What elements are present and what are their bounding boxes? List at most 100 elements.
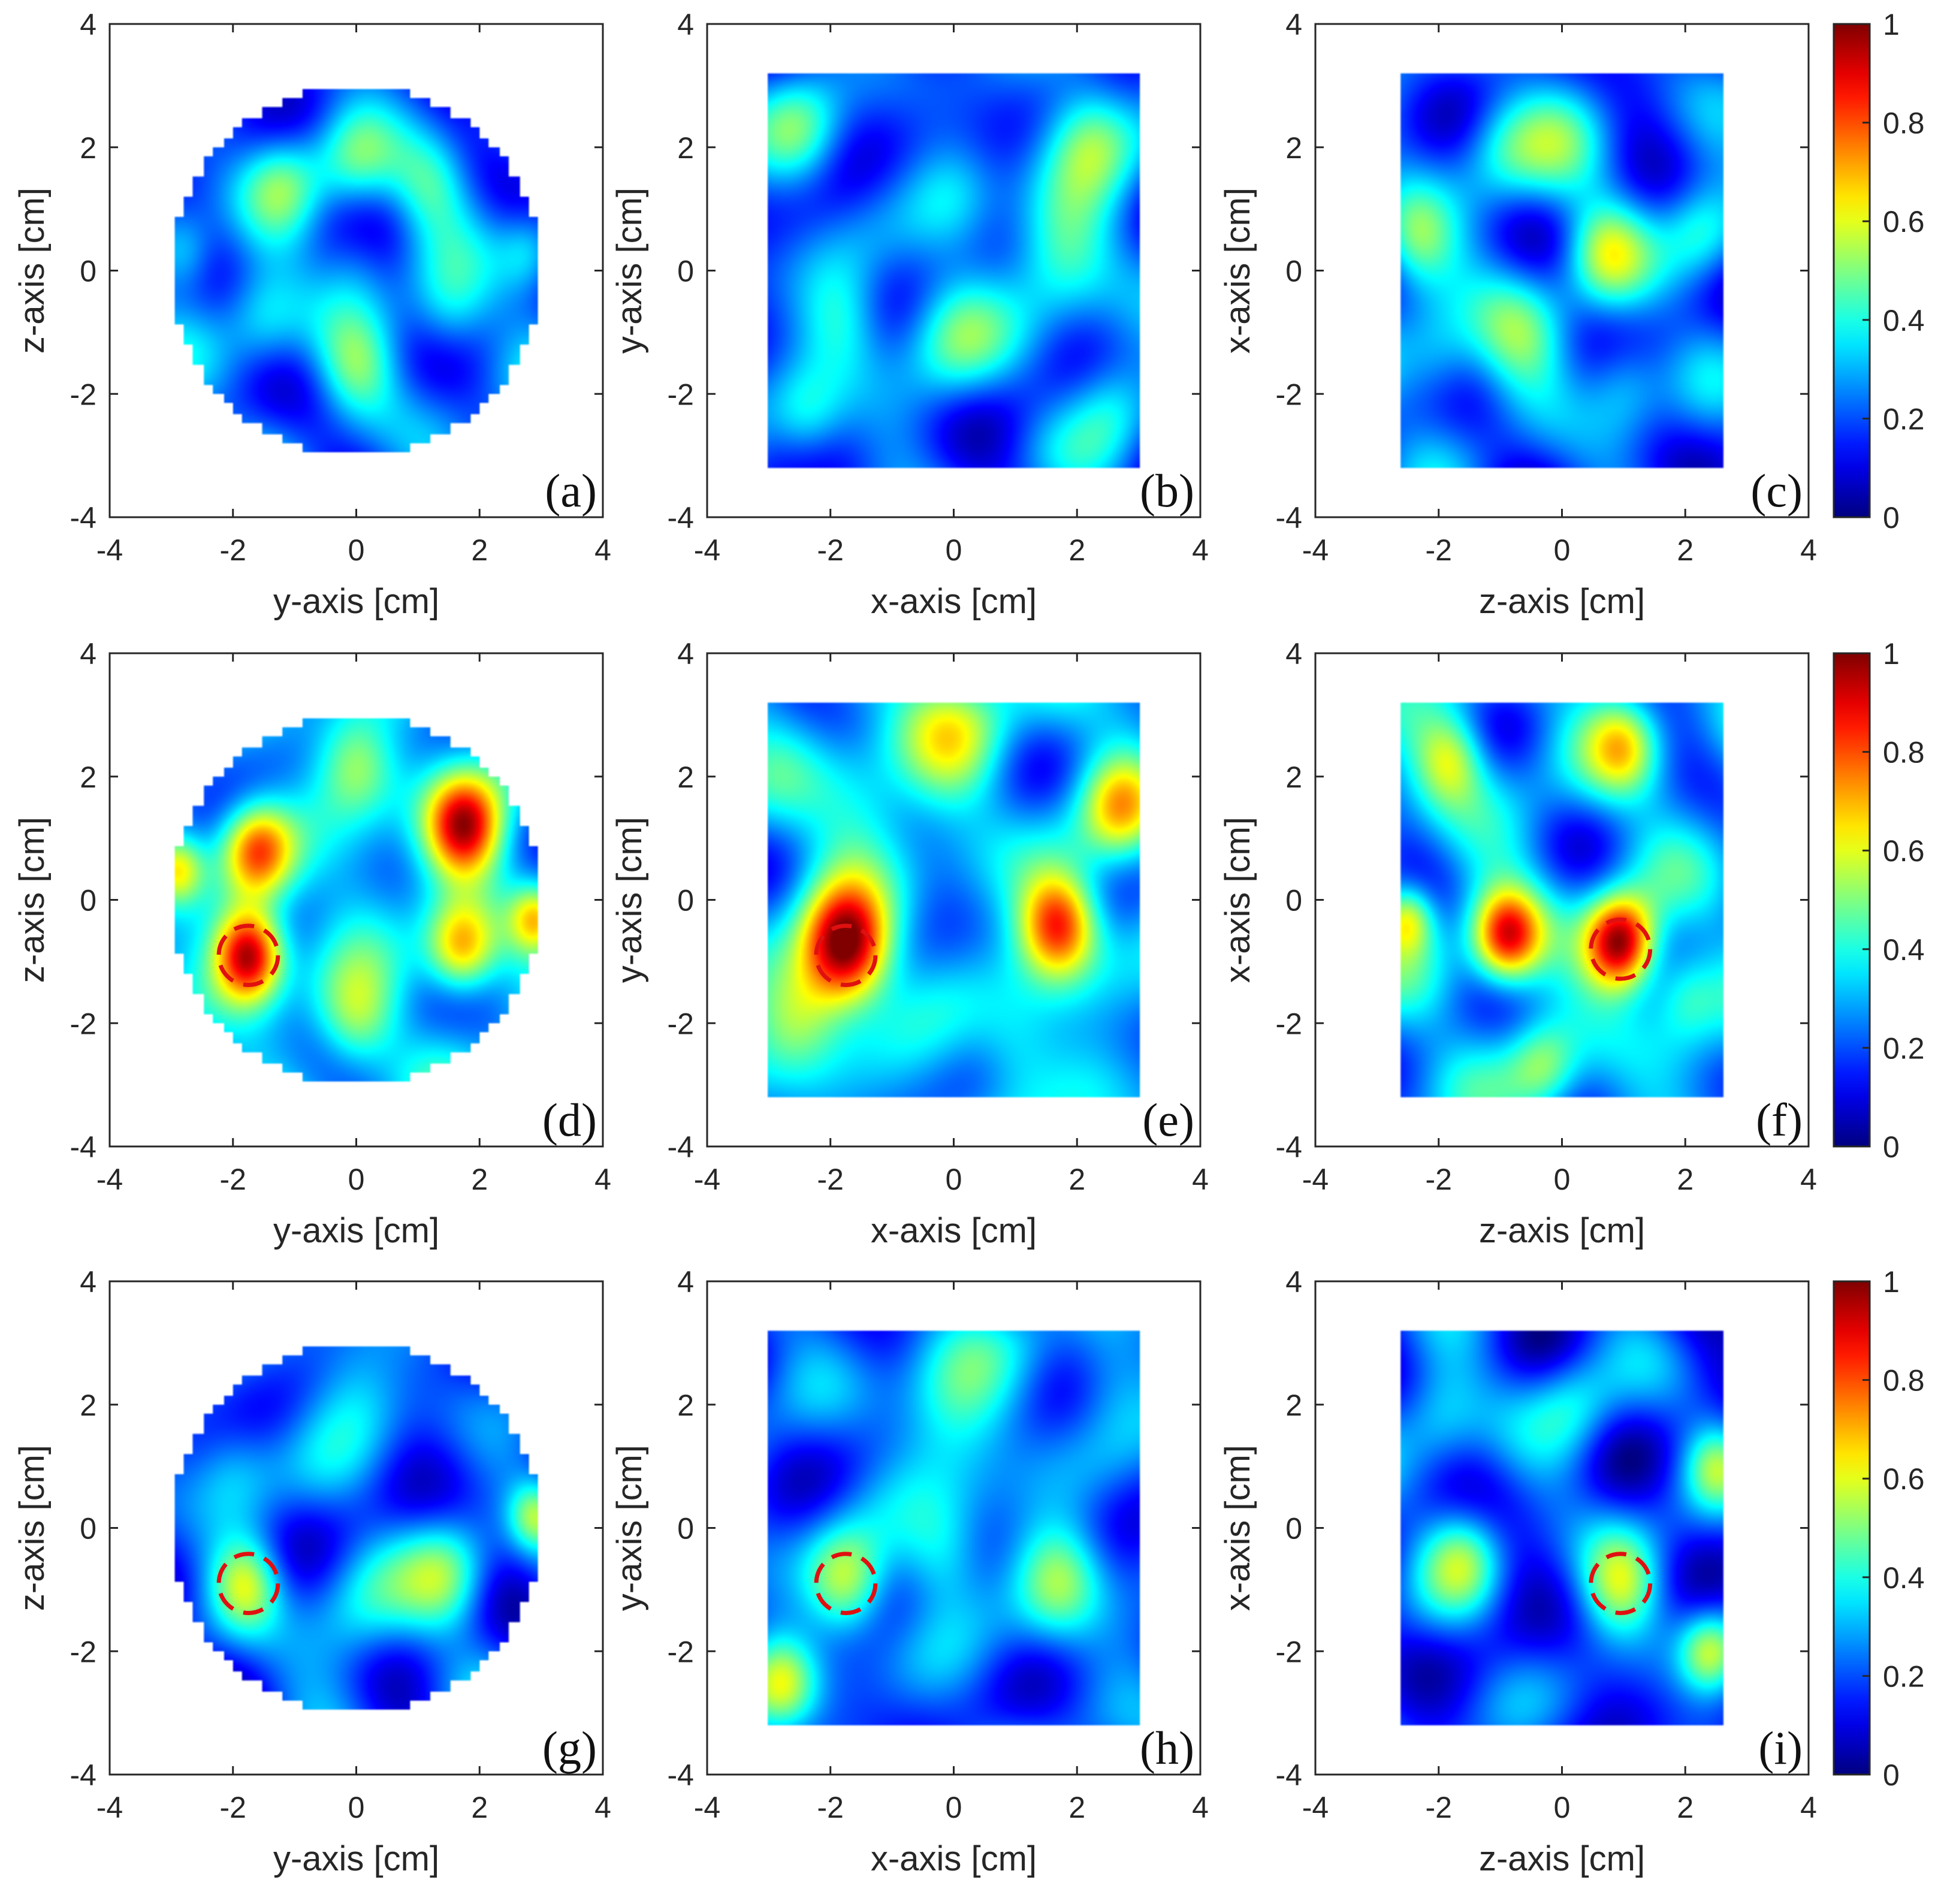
x-tick-label: -2 bbox=[817, 1163, 844, 1196]
x-tick-label: 2 bbox=[471, 1791, 488, 1824]
y-tick-label: 0 bbox=[80, 255, 96, 288]
y-tick-label: -4 bbox=[1276, 501, 1302, 535]
colorbar: 0 0.2 0.4 0.6 0.8 1 bbox=[1833, 637, 1925, 1164]
y-tick-label: 2 bbox=[677, 131, 694, 165]
x-tick-label: 0 bbox=[946, 1791, 962, 1824]
colorbar-tick-label: 0.2 bbox=[1883, 1031, 1925, 1065]
panel-a: -4-4 -2 -2 0 0 2 2 4 4 y-axis [cm] z-axis [cm] (a) bbox=[13, 8, 611, 621]
y-tick-label: -2 bbox=[668, 1007, 694, 1040]
panel-f: -4-4 -2 -2 0 0 2 2 4 4 z-axis [cm] x-axis [cm] (f) bbox=[1218, 637, 1817, 1250]
y-tick-label: -4 bbox=[70, 501, 96, 535]
x-tick-label: 2 bbox=[1068, 533, 1085, 567]
heatmap bbox=[707, 653, 1200, 1146]
colorbar-tick-label: 0.8 bbox=[1883, 1364, 1925, 1398]
y-tick-label: 2 bbox=[1285, 131, 1302, 165]
y-axis-label: x-axis [cm] bbox=[1218, 817, 1257, 983]
x-tick-label: -2 bbox=[220, 1163, 246, 1196]
y-tick-label: -2 bbox=[70, 1635, 96, 1668]
colorbar-gradient bbox=[1833, 652, 1871, 1148]
colorbar-tick-label: 0.2 bbox=[1883, 402, 1925, 436]
x-tick-label: -4 bbox=[1302, 1163, 1329, 1196]
y-tick-label: -2 bbox=[668, 1635, 694, 1668]
x-tick-label: 0 bbox=[348, 533, 365, 567]
x-tick-label: 2 bbox=[471, 1163, 488, 1196]
x-axis-label: z-axis [cm] bbox=[1479, 1211, 1645, 1250]
x-tick-label: 2 bbox=[1677, 1163, 1694, 1196]
colorbar: 0 0.2 0.4 0.6 0.8 1 bbox=[1833, 8, 1925, 535]
y-tick-label: 2 bbox=[677, 1389, 694, 1422]
target-marker-circle bbox=[814, 1552, 878, 1615]
x-axis-label: y-axis [cm] bbox=[273, 1839, 439, 1878]
heatmap bbox=[707, 24, 1200, 517]
colorbar-tick-label: 1 bbox=[1883, 1265, 1900, 1299]
heatmap bbox=[1315, 24, 1809, 517]
x-axis-label: x-axis [cm] bbox=[871, 1211, 1037, 1250]
y-tick-label: -4 bbox=[1276, 1758, 1302, 1792]
panel-i: -4-4 -2 -2 0 0 2 2 4 4 z-axis [cm] x-axis [cm] (i) bbox=[1218, 1265, 1817, 1878]
panel-e: -4-4 -2 -2 0 0 2 2 4 4 x-axis [cm] y-axis [cm] (e) bbox=[610, 637, 1209, 1250]
target-marker-circle bbox=[216, 924, 280, 987]
y-tick-label: 4 bbox=[80, 8, 96, 41]
x-axis-label: z-axis [cm] bbox=[1479, 1839, 1645, 1878]
y-tick-label: 4 bbox=[677, 8, 694, 41]
x-tick-label: 2 bbox=[471, 533, 488, 567]
colorbar-tick-label: 0.4 bbox=[1883, 933, 1925, 967]
y-axis-label: z-axis [cm] bbox=[13, 1445, 52, 1611]
x-tick-label: -2 bbox=[1426, 533, 1452, 567]
x-tick-label: -4 bbox=[694, 1791, 720, 1824]
y-axis-label: z-axis [cm] bbox=[13, 188, 52, 354]
x-tick-label: 2 bbox=[1677, 533, 1694, 567]
y-tick-label: -4 bbox=[70, 1130, 96, 1164]
panel-label: (f) bbox=[1756, 1094, 1803, 1146]
y-tick-label: 4 bbox=[677, 637, 694, 671]
panel-c: -4-4 -2 -2 0 0 2 2 4 4 z-axis [cm] x-axis [cm] (c) bbox=[1218, 8, 1817, 621]
target-marker-circle bbox=[216, 1552, 280, 1615]
y-tick-label: 4 bbox=[1285, 8, 1302, 41]
x-tick-label: 2 bbox=[1068, 1163, 1085, 1196]
x-tick-label: -4 bbox=[1302, 1791, 1329, 1824]
y-tick-label: -4 bbox=[70, 1758, 96, 1792]
y-tick-label: 0 bbox=[1285, 1512, 1302, 1546]
y-tick-label: 4 bbox=[1285, 637, 1302, 671]
x-axis-label: y-axis [cm] bbox=[273, 1211, 439, 1250]
x-axis-label: x-axis [cm] bbox=[871, 1839, 1037, 1878]
y-tick-label: 4 bbox=[677, 1265, 694, 1299]
y-tick-label: 2 bbox=[80, 761, 96, 794]
x-tick-label: -2 bbox=[817, 533, 844, 567]
x-tick-label: -2 bbox=[220, 533, 246, 567]
x-tick-label: 4 bbox=[1800, 1791, 1817, 1824]
y-axis-label: x-axis [cm] bbox=[1218, 1445, 1257, 1611]
y-tick-label: 2 bbox=[677, 761, 694, 794]
y-tick-label: -4 bbox=[668, 1130, 694, 1164]
x-tick-label: -2 bbox=[1426, 1791, 1452, 1824]
x-tick-label: -2 bbox=[1426, 1163, 1452, 1196]
x-tick-label: -4 bbox=[694, 533, 720, 567]
colorbar-tick-label: 0.6 bbox=[1883, 205, 1925, 239]
colorbar-tick-label: 0.6 bbox=[1883, 1462, 1925, 1496]
y-tick-label: 2 bbox=[80, 131, 96, 165]
x-tick-label: 4 bbox=[1192, 1163, 1209, 1196]
x-tick-label: 2 bbox=[1677, 1791, 1694, 1824]
panel-b: -4-4 -2 -2 0 0 2 2 4 4 x-axis [cm] y-axis [cm] (b) bbox=[610, 8, 1209, 621]
x-tick-label: 4 bbox=[1800, 1163, 1817, 1196]
y-axis-label: x-axis [cm] bbox=[1218, 188, 1257, 354]
panel-label: (g) bbox=[542, 1722, 597, 1774]
colorbar-tick-label: 0.2 bbox=[1883, 1659, 1925, 1693]
panel-label: (c) bbox=[1750, 464, 1803, 517]
x-tick-label: 4 bbox=[1192, 533, 1209, 567]
y-tick-label: 0 bbox=[677, 1512, 694, 1546]
y-tick-label: 2 bbox=[1285, 761, 1302, 794]
x-tick-label: 4 bbox=[1800, 533, 1817, 567]
panel-g: -4-4 -2 -2 0 0 2 2 4 4 y-axis [cm] z-axis [cm] (g) bbox=[13, 1265, 611, 1878]
x-tick-label: -4 bbox=[96, 1791, 123, 1824]
colorbar-tick-label: 0.4 bbox=[1883, 1561, 1925, 1595]
x-tick-label: -4 bbox=[694, 1163, 720, 1196]
y-axis-label: y-axis [cm] bbox=[610, 817, 649, 983]
y-tick-label: 4 bbox=[80, 637, 96, 671]
panel-label: (e) bbox=[1142, 1094, 1194, 1146]
x-tick-label: 0 bbox=[348, 1791, 365, 1824]
target-marker-circle bbox=[814, 924, 878, 987]
y-axis-label: z-axis [cm] bbox=[13, 817, 52, 983]
y-tick-label: 0 bbox=[677, 255, 694, 288]
target-marker-circle bbox=[1589, 1552, 1653, 1615]
